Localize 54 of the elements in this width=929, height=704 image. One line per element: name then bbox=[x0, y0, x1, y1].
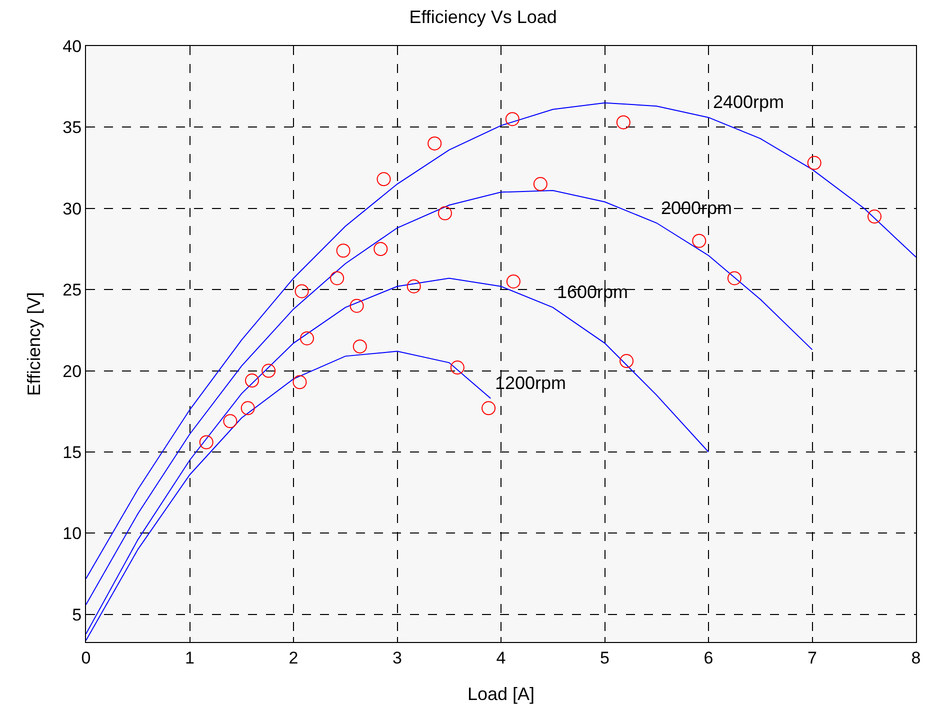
x-tick-label: 3 bbox=[392, 648, 402, 668]
point bbox=[505, 112, 520, 126]
point bbox=[868, 210, 882, 224]
point bbox=[199, 435, 214, 450]
y-tick-label: 25 bbox=[62, 280, 82, 300]
line-series bbox=[86, 350, 492, 641]
y-tick-label: 10 bbox=[62, 524, 82, 544]
point bbox=[506, 274, 520, 288]
x-tick-label: 7 bbox=[808, 648, 817, 668]
y-tick-label: 35 bbox=[62, 118, 82, 138]
point bbox=[262, 364, 276, 378]
point bbox=[406, 279, 421, 294]
point bbox=[450, 360, 464, 375]
y-tick-label: 15 bbox=[62, 442, 82, 462]
series-label: 1600rpm bbox=[557, 282, 628, 302]
point bbox=[376, 172, 391, 186]
point bbox=[620, 354, 634, 368]
x-tick-label: 0 bbox=[81, 648, 91, 668]
y-axis-title: Efficiency [V] bbox=[24, 292, 44, 396]
point bbox=[807, 156, 822, 170]
point bbox=[727, 271, 742, 286]
point bbox=[336, 244, 350, 258]
point bbox=[352, 339, 367, 354]
point bbox=[294, 284, 309, 298]
x-axis-title: Load [A] bbox=[467, 684, 535, 704]
x-tick-label: 6 bbox=[704, 648, 714, 668]
point bbox=[240, 401, 255, 416]
point bbox=[482, 401, 496, 416]
x-tick-label: 5 bbox=[600, 648, 610, 668]
point bbox=[245, 374, 259, 388]
point bbox=[292, 375, 307, 390]
point bbox=[374, 242, 388, 256]
y-tick-label: 5 bbox=[72, 605, 82, 624]
point bbox=[692, 234, 706, 248]
series-label: 2400rpm bbox=[713, 92, 784, 112]
point bbox=[428, 136, 442, 150]
point bbox=[533, 177, 548, 192]
line-series bbox=[86, 190, 813, 606]
x-tick-label: 8 bbox=[911, 648, 921, 668]
x-tick-label: 2 bbox=[288, 648, 298, 668]
point bbox=[300, 331, 314, 346]
x-tick-label: 1 bbox=[185, 648, 194, 668]
point bbox=[223, 414, 238, 428]
y-tick-label: 30 bbox=[62, 199, 82, 218]
chart-title: Efficiency Vs Load bbox=[409, 7, 557, 28]
point bbox=[616, 115, 630, 130]
x-tick-label: 4 bbox=[496, 648, 506, 668]
y-tick-label: 20 bbox=[62, 362, 82, 381]
point bbox=[330, 271, 344, 286]
line-series bbox=[86, 278, 709, 634]
y-tick-label: 40 bbox=[62, 36, 82, 56]
point bbox=[350, 298, 364, 313]
point bbox=[438, 206, 452, 220]
series-label: 1200rpm bbox=[495, 373, 566, 393]
